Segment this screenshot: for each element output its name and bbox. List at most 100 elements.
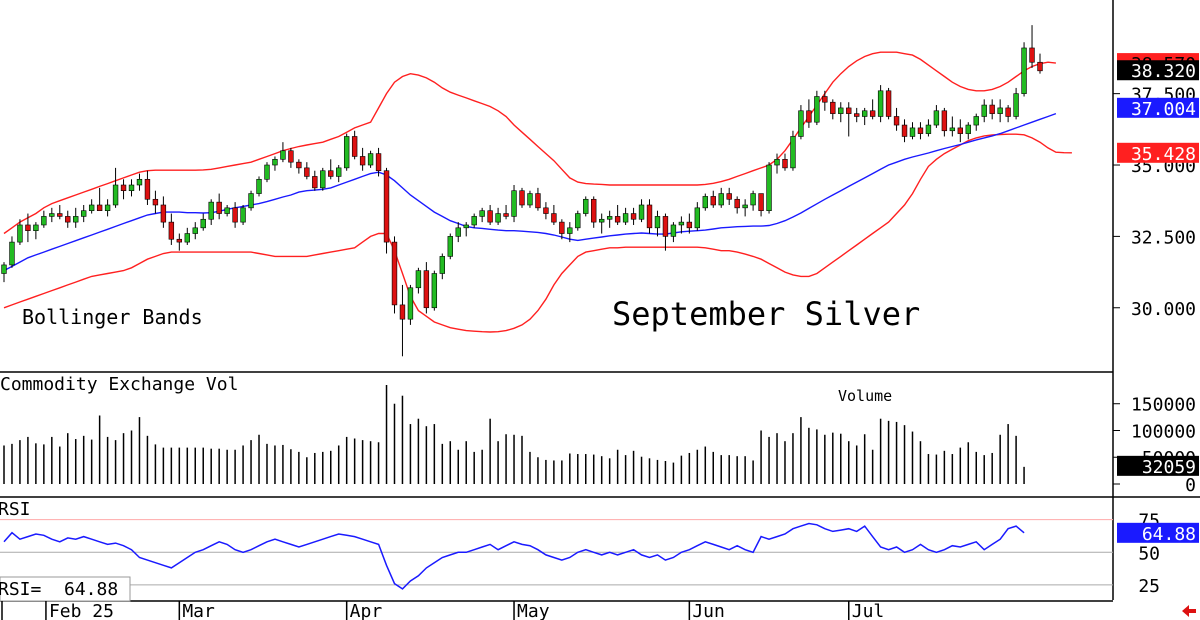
candle-body: [710, 196, 716, 206]
candle-body: [471, 216, 477, 226]
candle-body: [200, 218, 206, 229]
candle-body: [208, 201, 214, 220]
bollinger-middle-line: [3, 112, 1057, 272]
candle-body: [1, 264, 7, 274]
candle-body: [614, 216, 621, 223]
candle-body: [591, 198, 597, 223]
candle-body: [73, 216, 79, 223]
candle-body: [1013, 93, 1019, 117]
candle-body: [774, 159, 780, 166]
candle-body: [399, 304, 406, 320]
candle-body: [264, 164, 270, 180]
candle-body: [742, 204, 748, 209]
candle-body: [798, 110, 804, 137]
candle-body: [431, 273, 438, 309]
candle-body: [846, 107, 852, 114]
candle-body: [423, 270, 430, 309]
candle-body: [447, 236, 453, 257]
bollinger-bands-label: Bollinger Bands: [22, 305, 203, 329]
left-arrow-icon[interactable]: [1182, 605, 1196, 617]
candle-body: [304, 167, 310, 177]
candle-body: [758, 193, 764, 211]
volume-tag-bg: [1117, 455, 1199, 476]
candle-body: [104, 204, 111, 211]
candlesticks: [1, 25, 1043, 357]
price-tag: 38.320: [1131, 61, 1196, 82]
candle-body: [957, 127, 963, 134]
candle-body: [144, 178, 151, 200]
time-month-label: May: [517, 601, 550, 620]
candle-body: [822, 96, 828, 103]
candle-body: [120, 184, 127, 192]
rsi-reference-lines: [0, 519, 1113, 586]
candle-body: [1021, 47, 1027, 94]
candle-body: [176, 238, 183, 243]
candle-body: [925, 124, 932, 134]
candle-body: [192, 227, 198, 234]
candle-body: [575, 213, 581, 229]
candle-body: [1005, 107, 1011, 117]
candle-body: [782, 159, 788, 169]
candle-body: [296, 161, 302, 169]
candle-body: [559, 221, 565, 234]
candle-body: [670, 224, 677, 237]
volume-tick-label: 150000: [1131, 395, 1196, 416]
candle-body: [375, 153, 382, 172]
candle-body: [343, 136, 350, 169]
candle-body: [49, 213, 55, 217]
candle-body: [519, 190, 525, 206]
candle-body: [503, 213, 509, 217]
price-tag: 37.004: [1131, 99, 1196, 120]
candle-body: [901, 124, 908, 137]
candle-body: [65, 216, 71, 223]
price-tick-label: 30.000: [1131, 299, 1196, 320]
candle-body: [702, 196, 708, 209]
candle-body: [57, 213, 63, 217]
candle-body: [838, 107, 844, 114]
candle-body: [646, 204, 653, 229]
rsi-tick-label: 50: [1138, 543, 1160, 564]
candle-body: [997, 107, 1003, 114]
candle-body: [726, 193, 732, 200]
candle-body: [320, 170, 326, 189]
candle-body: [487, 210, 493, 223]
candle-body: [734, 198, 740, 209]
candle-body: [718, 193, 724, 206]
candle-body: [184, 233, 190, 243]
candle-body: [854, 113, 860, 117]
time-month-label: Apr: [350, 601, 383, 620]
rsi-last-value-tag: 64.88: [1117, 522, 1199, 545]
candle-body: [168, 221, 175, 240]
price-tag: 35.428: [1131, 144, 1196, 165]
candle-body: [128, 184, 135, 192]
candle-body: [989, 104, 995, 114]
candle-body: [909, 127, 916, 137]
candle-body: [232, 207, 238, 223]
candle-body: [367, 153, 374, 166]
candle-body: [495, 213, 501, 223]
volume-axis-ticks: 150000100000500000: [1113, 395, 1196, 496]
candle-body: [814, 96, 820, 123]
candle-body: [17, 224, 23, 243]
volume-panel: Commodity Exchange Vol Volume 150000 1000…: [0, 374, 1199, 496]
candle-body: [248, 193, 254, 209]
rsi-tick-label: 25: [1138, 576, 1160, 597]
candle-body: [806, 110, 812, 123]
candle-body: [941, 110, 948, 132]
candle-body: [1029, 47, 1035, 63]
chart-title: September Silver: [612, 295, 920, 333]
candle-body: [981, 104, 987, 117]
candle-body: [272, 159, 278, 166]
candle-body: [216, 201, 222, 214]
candle-body: [965, 124, 971, 134]
candle-body: [112, 184, 119, 206]
candle-body: [391, 241, 398, 306]
rsi-panel-title: RSI: [0, 499, 31, 520]
candle-body: [686, 221, 693, 229]
candle-body: [439, 256, 445, 274]
candle-body: [256, 178, 262, 194]
candle-body: [583, 198, 589, 214]
